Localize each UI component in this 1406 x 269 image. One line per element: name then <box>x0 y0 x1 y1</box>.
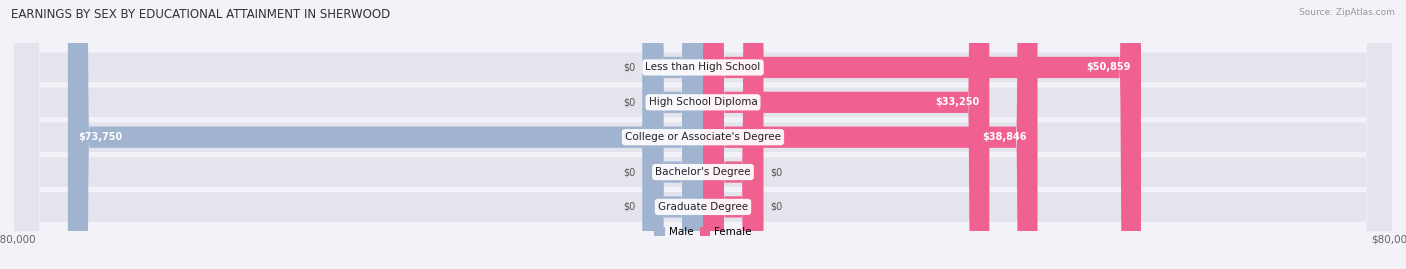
Text: Graduate Degree: Graduate Degree <box>658 202 748 212</box>
Text: EARNINGS BY SEX BY EDUCATIONAL ATTAINMENT IN SHERWOOD: EARNINGS BY SEX BY EDUCATIONAL ATTAINMEN… <box>11 8 391 21</box>
FancyBboxPatch shape <box>703 0 990 269</box>
Text: $0: $0 <box>624 202 636 212</box>
FancyBboxPatch shape <box>14 0 1392 269</box>
FancyBboxPatch shape <box>703 0 763 269</box>
Text: $0: $0 <box>624 62 636 72</box>
Text: $0: $0 <box>770 167 782 177</box>
FancyBboxPatch shape <box>703 0 763 269</box>
FancyBboxPatch shape <box>67 0 703 269</box>
Text: High School Diploma: High School Diploma <box>648 97 758 107</box>
Text: $0: $0 <box>624 167 636 177</box>
Text: $33,250: $33,250 <box>935 97 979 107</box>
FancyBboxPatch shape <box>14 0 1392 269</box>
Text: Less than High School: Less than High School <box>645 62 761 72</box>
Text: $73,750: $73,750 <box>79 132 122 142</box>
Text: College or Associate's Degree: College or Associate's Degree <box>626 132 780 142</box>
Text: $0: $0 <box>624 97 636 107</box>
FancyBboxPatch shape <box>14 0 1392 269</box>
FancyBboxPatch shape <box>703 0 1038 269</box>
Text: $38,846: $38,846 <box>983 132 1028 142</box>
Text: $50,859: $50,859 <box>1087 62 1130 72</box>
FancyBboxPatch shape <box>14 0 1392 269</box>
Text: $0: $0 <box>770 202 782 212</box>
Text: Source: ZipAtlas.com: Source: ZipAtlas.com <box>1299 8 1395 17</box>
Legend: Male, Female: Male, Female <box>650 223 756 241</box>
FancyBboxPatch shape <box>703 0 1142 269</box>
FancyBboxPatch shape <box>643 0 703 269</box>
FancyBboxPatch shape <box>14 0 1392 269</box>
FancyBboxPatch shape <box>643 0 703 269</box>
Text: Bachelor's Degree: Bachelor's Degree <box>655 167 751 177</box>
FancyBboxPatch shape <box>643 0 703 269</box>
FancyBboxPatch shape <box>643 0 703 269</box>
